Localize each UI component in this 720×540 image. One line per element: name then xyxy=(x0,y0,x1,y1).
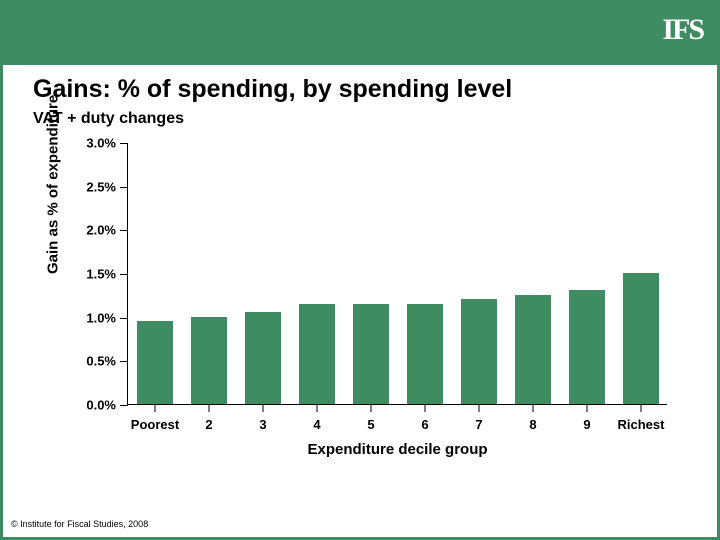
bar xyxy=(299,304,336,404)
x-tick-label: 3 xyxy=(233,417,293,432)
y-tick xyxy=(120,361,128,362)
x-tick xyxy=(155,404,156,412)
x-tick-label: 7 xyxy=(449,417,509,432)
x-tick-label: Richest xyxy=(611,417,671,432)
chart: Gain as % of expenditure Expenditure dec… xyxy=(51,143,681,483)
y-tick-label: 0.5% xyxy=(66,354,116,369)
y-tick xyxy=(120,187,128,188)
y-tick xyxy=(120,274,128,275)
x-tick-label: Poorest xyxy=(125,417,185,432)
y-tick xyxy=(120,318,128,319)
bar xyxy=(461,299,498,404)
header-bar: IFS xyxy=(3,3,717,65)
x-tick xyxy=(641,404,642,412)
y-tick-label: 1.5% xyxy=(66,267,116,282)
copyright-footer: © Institute for Fiscal Studies, 2008 xyxy=(11,519,148,529)
x-tick xyxy=(533,404,534,412)
slide: IFS Gains: % of spending, by spending le… xyxy=(0,0,720,540)
y-tick xyxy=(120,230,128,231)
x-tick-label: 2 xyxy=(179,417,239,432)
slide-subtitle: VAT + duty changes xyxy=(33,110,687,128)
x-tick-label: 8 xyxy=(503,417,563,432)
bars-group xyxy=(128,143,667,404)
bar xyxy=(245,312,282,404)
y-tick xyxy=(120,405,128,406)
x-tick xyxy=(479,404,480,412)
slide-title: Gains: % of spending, by spending level xyxy=(33,75,687,104)
y-tick xyxy=(120,143,128,144)
y-tick-label: 2.5% xyxy=(66,179,116,194)
x-tick-label: 6 xyxy=(395,417,455,432)
bar xyxy=(407,304,444,404)
x-tick xyxy=(425,404,426,412)
bar xyxy=(353,304,390,404)
x-tick xyxy=(317,404,318,412)
x-tick-label: 5 xyxy=(341,417,401,432)
title-block: Gains: % of spending, by spending level … xyxy=(33,75,687,128)
logo-ifs: IFS xyxy=(662,9,703,51)
x-tick xyxy=(209,404,210,412)
bar xyxy=(191,317,228,404)
x-tick-label: 9 xyxy=(557,417,617,432)
bar xyxy=(137,321,174,404)
bar xyxy=(623,273,660,404)
x-tick xyxy=(587,404,588,412)
y-tick-label: 3.0% xyxy=(66,136,116,151)
plot-area: Expenditure decile group 0.0%0.5%1.0%1.5… xyxy=(127,143,667,405)
x-tick-label: 4 xyxy=(287,417,347,432)
bar xyxy=(515,295,552,404)
x-tick xyxy=(263,404,264,412)
y-tick-label: 0.0% xyxy=(66,398,116,413)
y-tick-label: 2.0% xyxy=(66,223,116,238)
y-tick-label: 1.0% xyxy=(66,310,116,325)
y-axis-label: Gain as % of expenditure xyxy=(45,95,62,274)
x-axis-label: Expenditure decile group xyxy=(307,441,487,458)
bar xyxy=(569,290,606,404)
x-tick xyxy=(371,404,372,412)
